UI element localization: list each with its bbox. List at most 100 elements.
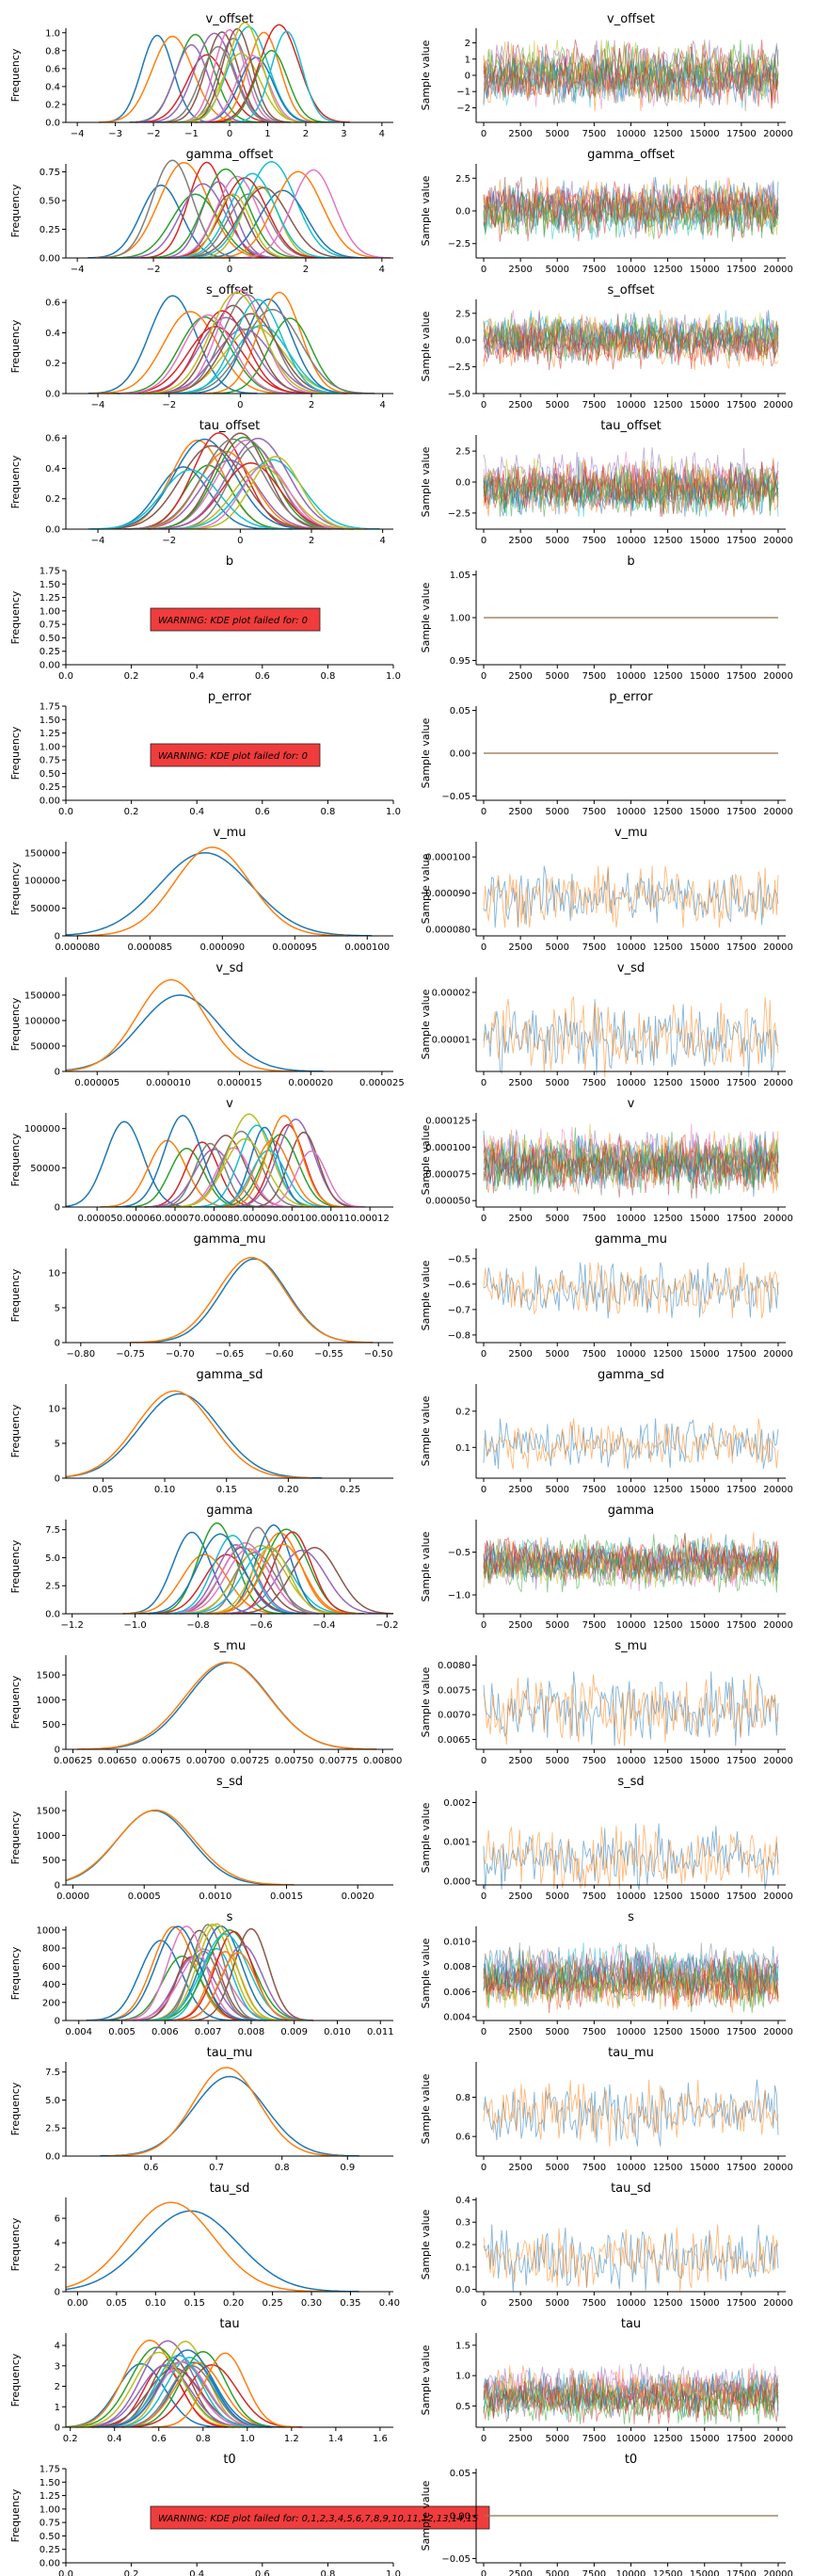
trace-xtick-label: 0 bbox=[481, 2569, 486, 2576]
trace-xtick-label: 15000 bbox=[690, 2298, 720, 2309]
density-ytick-label: 0.4 bbox=[45, 82, 60, 92]
density-line-16 bbox=[235, 169, 391, 259]
trace-xtick-label: 12500 bbox=[653, 1756, 683, 1766]
density-line-0 bbox=[65, 1810, 288, 1886]
density-ytick-label: 0.25 bbox=[40, 782, 60, 793]
density-line-8 bbox=[194, 185, 327, 259]
density-title: tau_offset bbox=[199, 419, 261, 433]
trace-line-13 bbox=[483, 1134, 779, 1192]
trace-xtick-label: 15000 bbox=[690, 1078, 720, 1088]
trace-ylabel: Sample value bbox=[420, 311, 432, 381]
trace-title: gamma_mu bbox=[595, 1232, 667, 1247]
density-xtick-label: 0.00009 bbox=[233, 1214, 272, 1224]
density-ytick-label: 0.2 bbox=[45, 494, 60, 505]
density-ytick-label: 1.25 bbox=[40, 729, 60, 739]
density-ytick-label: 0.6 bbox=[45, 434, 60, 444]
trace-xtick-label: 17500 bbox=[726, 2569, 757, 2576]
trace-lines bbox=[483, 1123, 779, 1199]
trace-ytick-label: −5.0 bbox=[448, 390, 470, 400]
trace-xtick-label: 12500 bbox=[653, 2569, 683, 2576]
density-title: v bbox=[226, 1097, 233, 1111]
density-ytick-label: 1000 bbox=[37, 1925, 60, 1936]
density-ytick-label: 7.5 bbox=[45, 1525, 60, 1536]
density-ylabel: Frequency bbox=[9, 1268, 22, 1322]
density-title: t0 bbox=[223, 2453, 235, 2467]
density-line-18 bbox=[169, 1137, 321, 1208]
density-panel-b: b Frequency WARNING: KDE plot failed for: … bbox=[9, 555, 401, 682]
density-line-8 bbox=[174, 1113, 325, 1208]
trace-ytick-label: 0.002 bbox=[443, 1798, 470, 1809]
density-line-1 bbox=[65, 2201, 326, 2293]
trace-line-9 bbox=[483, 1135, 779, 1190]
trace-ylabel: Sample value bbox=[420, 2209, 432, 2279]
trace-xtick-label: 2500 bbox=[508, 1485, 532, 1495]
density-line-9 bbox=[183, 161, 359, 259]
density-ytick-label: 600 bbox=[42, 1962, 60, 1972]
trace-xtick-label: 15000 bbox=[690, 671, 720, 682]
density-title: tau bbox=[219, 2317, 239, 2331]
density-panel-s_mu: s_mu Frequency 0.00625 0.00650 0.00675 0.0070… bbox=[9, 1639, 402, 1766]
density-ytick-label: 0.2 bbox=[45, 100, 60, 110]
trace-panel-tau_mu: tau_mu Sample value 0 2500 5000 7500 10000 1250… bbox=[420, 2046, 793, 2173]
density-line-1 bbox=[130, 1256, 374, 1344]
density-xtick-label: 0.25 bbox=[262, 2298, 282, 2309]
density-xtick-label: 0.00011 bbox=[311, 1214, 350, 1224]
density-xtick-label: 4 bbox=[379, 536, 385, 546]
trace-xtick-label: 7500 bbox=[582, 400, 606, 411]
trace-ytick-label: 0.0070 bbox=[438, 1711, 470, 1721]
density-title: tau_sd bbox=[210, 2182, 250, 2196]
density-line-0 bbox=[65, 2362, 227, 2428]
density-ytick-label: 500 bbox=[42, 1856, 60, 1866]
trace-title: t0 bbox=[625, 2453, 637, 2467]
density-title: gamma bbox=[206, 1504, 253, 1518]
density-xtick-label: 0.00010 bbox=[273, 1214, 311, 1224]
density-xtick-label: −0.4 bbox=[312, 1620, 335, 1631]
trace-xtick-label: 15000 bbox=[690, 1892, 720, 1902]
density-xtick-label: −4 bbox=[71, 265, 85, 275]
trace-xtick-label: 10000 bbox=[616, 265, 646, 275]
density-curves bbox=[130, 1256, 374, 1344]
density-line-1 bbox=[65, 1390, 313, 1479]
trace-xtick-label: 20000 bbox=[763, 1756, 793, 1766]
density-line-20 bbox=[94, 2349, 280, 2428]
trace-ylabel: Sample value bbox=[420, 2073, 432, 2144]
trace-line-1 bbox=[483, 865, 779, 928]
trace-xtick-label: 10000 bbox=[616, 400, 646, 411]
trace-xtick-label: 20000 bbox=[763, 671, 793, 682]
density-xtick-label: 1 bbox=[264, 129, 270, 139]
trace-title: gamma bbox=[608, 1504, 655, 1518]
density-ytick-label: 0.4 bbox=[45, 329, 60, 339]
density-ylabel: Frequency bbox=[9, 2082, 22, 2135]
density-line-14 bbox=[149, 437, 368, 530]
density-line-13 bbox=[208, 24, 350, 123]
trace-xtick-label: 0 bbox=[481, 1078, 486, 1088]
trace-ylabel: Sample value bbox=[420, 1395, 432, 1466]
trace-xtick-label: 12500 bbox=[653, 129, 683, 139]
trace-xtick-label: 15000 bbox=[690, 1756, 720, 1766]
density-line-19 bbox=[205, 1150, 331, 1208]
density-ytick-label: 1500 bbox=[37, 1671, 60, 1682]
density-line-11 bbox=[202, 291, 357, 394]
trace-line-1 bbox=[483, 1825, 779, 1891]
trace-xtick-label: 10000 bbox=[616, 1620, 646, 1631]
trace-line-10 bbox=[483, 2367, 779, 2420]
trace-xtick-label: 5000 bbox=[546, 2298, 569, 2309]
trace-xtick-label: 2500 bbox=[508, 807, 532, 817]
trace-xtick-label: 12500 bbox=[653, 1214, 683, 1224]
trace-lines bbox=[483, 1262, 779, 1319]
trace-title: tau_offset bbox=[600, 419, 662, 433]
trace-xtick-label: 0 bbox=[481, 2163, 486, 2173]
trace-line-11 bbox=[483, 1958, 779, 2014]
trace-ytick-label: 0.6 bbox=[455, 2133, 470, 2143]
density-title: b bbox=[226, 555, 233, 569]
trace-xtick-label: 2500 bbox=[508, 1756, 532, 1766]
trace-ytick-label: 0.0065 bbox=[438, 1735, 470, 1746]
trace-title: tau_sd bbox=[611, 2182, 651, 2196]
density-ylabel: Frequency bbox=[9, 590, 22, 644]
trace-ytick-label: 0.006 bbox=[443, 1988, 470, 1998]
trace-xtick-label: 0 bbox=[481, 1756, 486, 1766]
density-xtick-label: 0.25 bbox=[340, 1485, 360, 1495]
density-xtick-label: 0.35 bbox=[340, 2298, 360, 2309]
